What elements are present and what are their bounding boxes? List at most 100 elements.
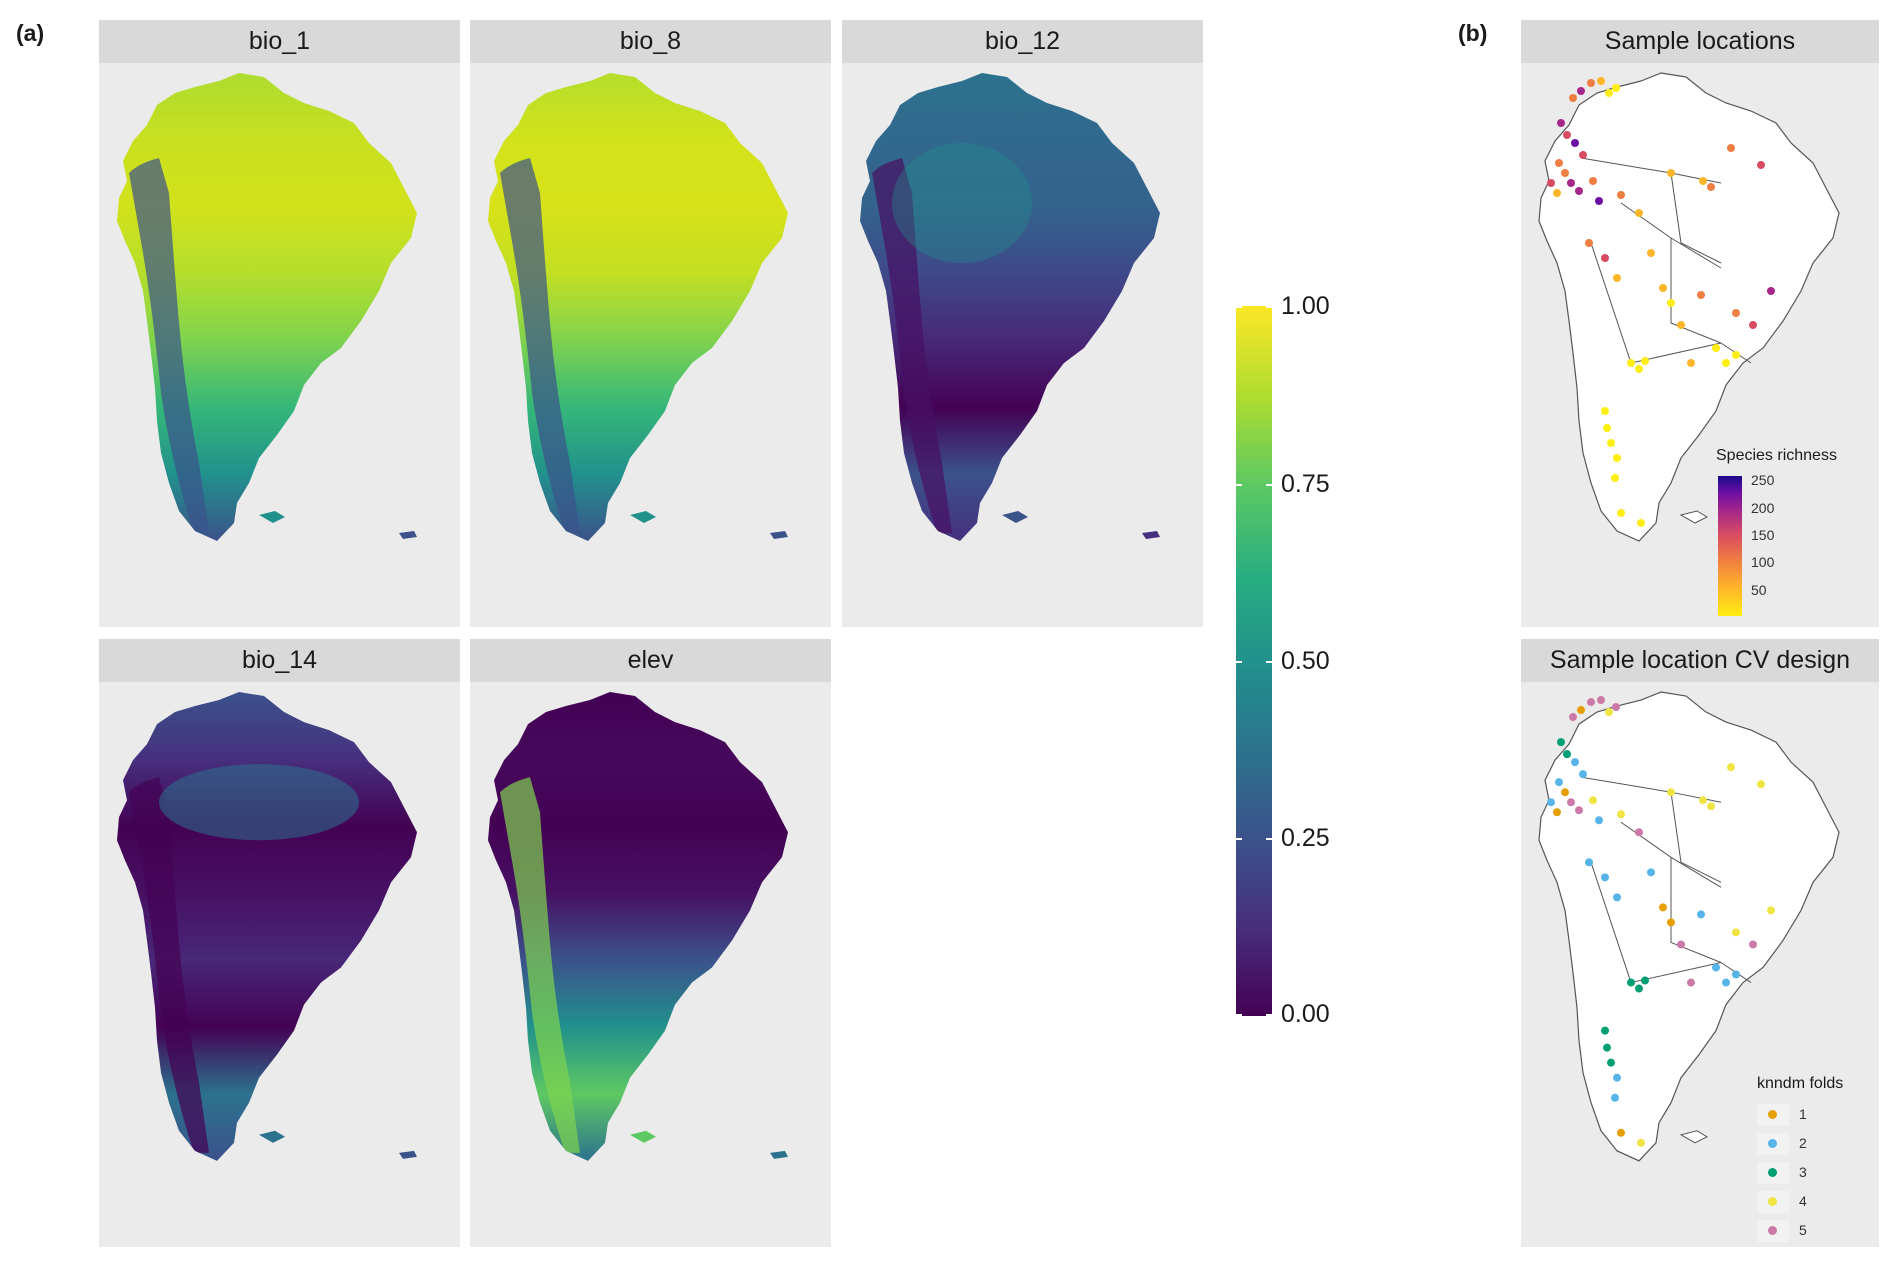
andes-band bbox=[872, 158, 952, 533]
country-border bbox=[1590, 242, 1632, 364]
south-america-outline bbox=[1538, 72, 1840, 542]
sample-point bbox=[1677, 321, 1685, 329]
facet-bio-8: bio_8 bbox=[470, 20, 831, 627]
fold-point bbox=[1569, 713, 1577, 722]
fold-point bbox=[1667, 788, 1675, 797]
sample-point bbox=[1757, 161, 1765, 169]
fold-point bbox=[1613, 893, 1621, 902]
sample-point bbox=[1585, 239, 1593, 247]
island bbox=[770, 531, 788, 539]
south-america-raster bbox=[488, 73, 788, 541]
fold-point bbox=[1635, 984, 1643, 993]
sample-point bbox=[1611, 474, 1619, 482]
fold-point bbox=[1647, 868, 1655, 877]
panel-title: Sample locations bbox=[1521, 20, 1879, 63]
south-america-raster bbox=[488, 692, 788, 1161]
fold-point bbox=[1555, 778, 1563, 787]
sample-point bbox=[1569, 94, 1577, 102]
fold-key bbox=[1757, 1162, 1789, 1184]
fold-point bbox=[1749, 940, 1757, 949]
fold-point bbox=[1727, 763, 1735, 772]
fold-point bbox=[1607, 1058, 1615, 1067]
fold-point bbox=[1589, 796, 1597, 805]
island bbox=[399, 1150, 417, 1159]
outline-map bbox=[1521, 682, 1879, 1247]
country-border bbox=[1670, 172, 1722, 264]
sample-point bbox=[1577, 87, 1585, 95]
fold-point bbox=[1567, 798, 1575, 807]
fold-label: 4 bbox=[1799, 1193, 1807, 1209]
fold-point bbox=[1557, 738, 1565, 747]
fold-key bbox=[1757, 1104, 1789, 1126]
sample-point bbox=[1617, 509, 1625, 517]
raster-map bbox=[842, 63, 1203, 627]
panel-a-label: (a) bbox=[16, 20, 45, 46]
fold-label: 5 bbox=[1799, 1222, 1807, 1238]
fold-point bbox=[1611, 1093, 1619, 1102]
richness-tick: 50 bbox=[1751, 582, 1767, 598]
island bbox=[630, 511, 656, 523]
fold-3-dot bbox=[1768, 1168, 1777, 1177]
fold-point bbox=[1563, 750, 1571, 759]
richness-tick: 150 bbox=[1751, 527, 1775, 543]
facet-title: bio_1 bbox=[99, 20, 460, 63]
sample-point bbox=[1589, 177, 1597, 185]
island bbox=[770, 1150, 788, 1159]
fold-point bbox=[1579, 770, 1587, 779]
fold-point bbox=[1575, 806, 1583, 815]
facet-bio-14: bio_14 bbox=[99, 639, 460, 1247]
facet-title: bio_14 bbox=[99, 639, 460, 682]
fold-4-dot bbox=[1768, 1197, 1777, 1206]
sample-point bbox=[1571, 139, 1579, 147]
andes-band bbox=[129, 777, 209, 1153]
colorbar-label: 1.00 bbox=[1281, 292, 1330, 320]
sample-point bbox=[1553, 189, 1561, 197]
colorbar-label: 0.25 bbox=[1281, 824, 1330, 852]
andes-band bbox=[500, 158, 580, 533]
sample-point bbox=[1687, 359, 1695, 367]
sample-point bbox=[1579, 151, 1587, 159]
andes-band bbox=[500, 777, 580, 1153]
island bbox=[630, 1130, 656, 1143]
raster-map bbox=[470, 63, 831, 627]
sample-point bbox=[1601, 254, 1609, 262]
island bbox=[259, 1130, 285, 1143]
fold-point bbox=[1767, 906, 1775, 915]
sample-point bbox=[1647, 249, 1655, 257]
fold-key bbox=[1757, 1133, 1789, 1155]
island bbox=[1679, 510, 1709, 524]
sample-point bbox=[1697, 291, 1705, 299]
wet-patch bbox=[159, 764, 359, 841]
sample-point bbox=[1659, 284, 1667, 292]
sample-point bbox=[1722, 359, 1730, 367]
fold-point bbox=[1699, 796, 1707, 805]
raster-map bbox=[99, 682, 460, 1247]
sample-point bbox=[1637, 519, 1645, 527]
raster-map bbox=[99, 63, 460, 627]
fold-point bbox=[1635, 828, 1643, 837]
fold-point bbox=[1637, 1138, 1645, 1147]
fold-point bbox=[1687, 978, 1695, 987]
fold-point bbox=[1732, 970, 1740, 979]
panel-title: Sample location CV design bbox=[1521, 639, 1879, 682]
fold-key bbox=[1757, 1191, 1789, 1213]
facet-title: bio_12 bbox=[842, 20, 1203, 63]
south-america-outline bbox=[1538, 691, 1840, 1162]
species-richness-legend-title: Species richness bbox=[1716, 447, 1837, 464]
fold-2-dot bbox=[1768, 1139, 1777, 1148]
richness-tick: 200 bbox=[1751, 500, 1775, 516]
fold-point bbox=[1617, 1128, 1625, 1137]
colorbar-label: 0.50 bbox=[1281, 647, 1330, 675]
sample-point bbox=[1601, 407, 1609, 415]
richness-tick: 250 bbox=[1751, 472, 1775, 488]
fold-1-dot bbox=[1768, 1110, 1777, 1119]
sample-point bbox=[1617, 191, 1625, 199]
facet-bio-1: bio_1 bbox=[99, 20, 460, 627]
sample-point bbox=[1707, 183, 1715, 191]
sample-point bbox=[1555, 159, 1563, 167]
sample-point bbox=[1635, 365, 1643, 373]
richness-tick: 100 bbox=[1751, 554, 1775, 570]
continent-raster bbox=[117, 73, 417, 541]
facet-bio-12: bio_12 bbox=[842, 20, 1203, 627]
fold-label: 2 bbox=[1799, 1135, 1807, 1151]
